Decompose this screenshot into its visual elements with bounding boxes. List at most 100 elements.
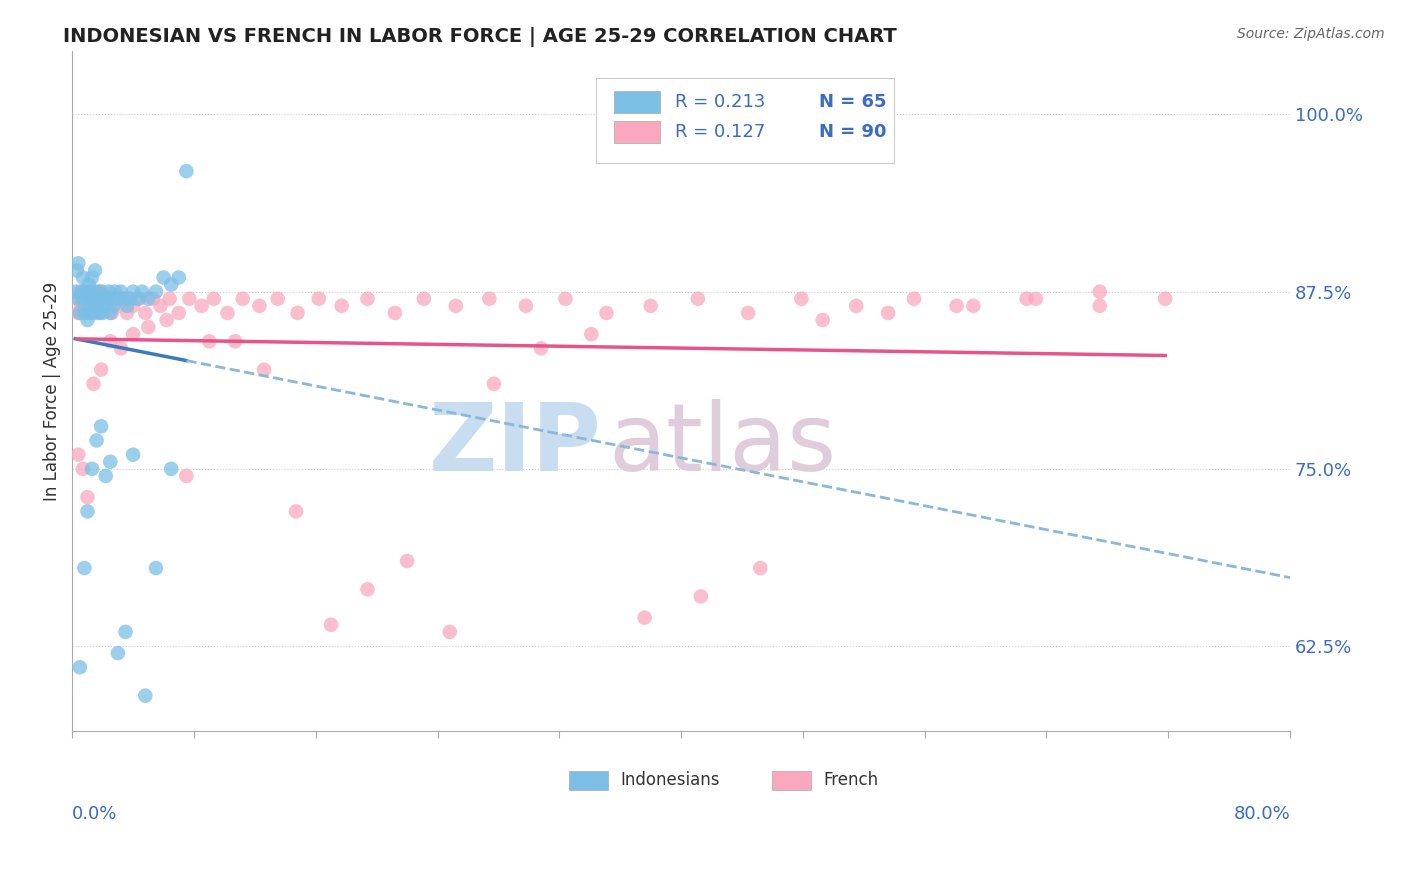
Point — [111, 292, 134, 306]
Point — [107, 292, 129, 306]
Point — [79, 306, 101, 320]
Point — [103, 299, 125, 313]
Point — [94, 299, 117, 313]
Point — [249, 299, 271, 313]
Point — [138, 292, 160, 306]
Point — [75, 285, 97, 299]
Point — [80, 462, 103, 476]
Point — [114, 624, 136, 639]
Point — [1088, 285, 1111, 299]
Point — [84, 285, 107, 299]
Point — [253, 362, 276, 376]
Point — [160, 277, 183, 292]
Point — [138, 320, 160, 334]
Point — [1025, 292, 1047, 306]
Point — [101, 306, 124, 320]
FancyBboxPatch shape — [772, 771, 811, 789]
Point — [69, 285, 91, 299]
Point — [444, 299, 467, 313]
Point — [127, 292, 149, 306]
Point — [530, 342, 553, 356]
Point — [73, 306, 96, 320]
Text: R = 0.213: R = 0.213 — [675, 93, 765, 111]
Point — [128, 292, 150, 306]
Point — [79, 285, 101, 299]
Point — [285, 504, 308, 518]
Point — [319, 617, 342, 632]
Point — [232, 292, 254, 306]
Point — [67, 448, 90, 462]
Point — [72, 292, 94, 306]
Point — [176, 469, 198, 483]
Point — [115, 299, 138, 313]
Point — [179, 292, 201, 306]
Point — [149, 299, 172, 313]
Point — [107, 646, 129, 660]
Point — [93, 292, 115, 306]
Point — [70, 285, 93, 299]
Point — [98, 334, 121, 349]
Point — [845, 299, 868, 313]
Text: 0.0%: 0.0% — [72, 805, 118, 822]
FancyBboxPatch shape — [614, 91, 661, 112]
Point — [66, 292, 89, 306]
Point — [91, 306, 114, 320]
Point — [515, 299, 537, 313]
Point — [267, 292, 290, 306]
Point — [67, 256, 90, 270]
Point — [83, 299, 105, 313]
Point — [69, 660, 91, 674]
Point — [72, 270, 94, 285]
Point — [110, 285, 132, 299]
Text: Indonesians: Indonesians — [620, 771, 720, 789]
Point — [134, 689, 156, 703]
Point — [686, 292, 709, 306]
Point — [131, 285, 153, 299]
Text: atlas: atlas — [607, 400, 837, 491]
Point — [190, 299, 212, 313]
Point — [160, 462, 183, 476]
Point — [73, 285, 96, 299]
Point — [134, 306, 156, 320]
Text: N = 65: N = 65 — [818, 93, 886, 111]
Point — [224, 334, 246, 349]
Point — [749, 561, 772, 575]
Point — [90, 362, 112, 376]
Point — [356, 582, 378, 597]
Point — [94, 299, 117, 313]
Point — [66, 263, 89, 277]
Point — [142, 292, 165, 306]
Point — [89, 299, 111, 313]
Text: INDONESIAN VS FRENCH IN LABOR FORCE | AGE 25-29 CORRELATION CHART: INDONESIAN VS FRENCH IN LABOR FORCE | AG… — [63, 27, 897, 46]
Point — [89, 306, 111, 320]
FancyBboxPatch shape — [614, 121, 661, 144]
Point — [89, 292, 111, 306]
Text: Source: ZipAtlas.com: Source: ZipAtlas.com — [1237, 27, 1385, 41]
Point — [167, 270, 190, 285]
Point — [217, 306, 239, 320]
Point — [152, 270, 174, 285]
Point — [73, 561, 96, 575]
Point — [76, 490, 98, 504]
Point — [87, 292, 110, 306]
Point — [396, 554, 419, 568]
Point — [122, 285, 145, 299]
Point — [112, 292, 135, 306]
Point — [287, 306, 309, 320]
Point — [83, 376, 105, 391]
Point — [439, 624, 461, 639]
Point — [83, 306, 105, 320]
Point — [155, 313, 177, 327]
Point — [76, 285, 98, 299]
Point — [98, 455, 121, 469]
Point — [107, 299, 129, 313]
FancyBboxPatch shape — [569, 771, 607, 789]
Point — [1154, 292, 1177, 306]
Point — [122, 327, 145, 342]
Point — [159, 292, 181, 306]
Point — [145, 561, 167, 575]
Point — [86, 306, 108, 320]
Point — [77, 306, 100, 320]
Point — [90, 285, 112, 299]
Point — [90, 419, 112, 434]
